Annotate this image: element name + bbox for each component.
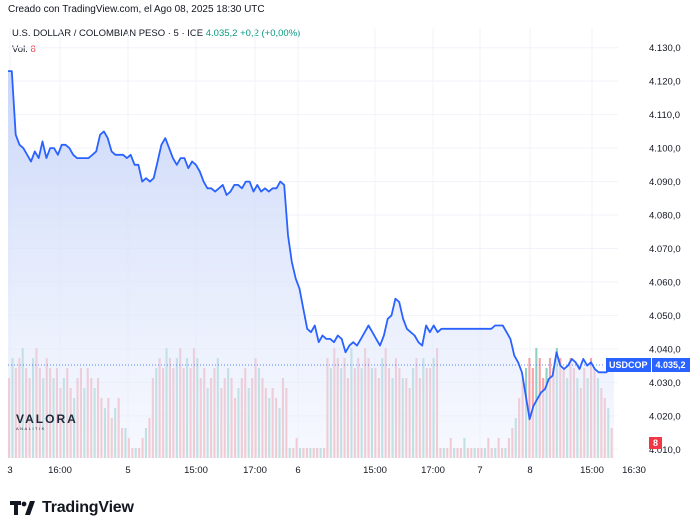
x-tick-label: 7 [477,465,482,476]
tradingview-logo-icon [10,501,35,515]
y-tick-label: 4.060,0 [649,277,681,288]
y-axis[interactable]: 4.130,0 4.120,0 4.110,0 4.100,0 4.090,0 4.080… [649,43,681,456]
x-axis[interactable]: 3 16:00 5 15:00 17:00 6 15:00 17:00 7 8 15:00 16:30 [7,465,646,476]
y-tick-label: 4.070,0 [649,244,681,255]
volume-value: 8 [30,44,36,55]
x-tick-label: 6 [295,465,300,476]
tradingview-logo[interactable]: TradingView [10,498,134,518]
volume-tag: 8 [649,437,663,449]
x-tick-label: 15:00 [184,465,208,476]
symbol-legend: U.S. DOLLAR / COLOMBIAN PESO · 5 · ICE 4… [12,28,300,39]
y-tick-label: 4.090,0 [649,177,681,188]
last-price: 4.035,2 [205,28,238,39]
price-line [8,70,615,421]
y-tick-label: 4.040,0 [649,344,681,355]
y-tick-label: 4.050,0 [649,311,681,322]
x-tick-label: 16:00 [48,465,72,476]
x-tick-label: 16:30 [622,465,646,476]
x-tick-label: 17:00 [421,465,445,476]
y-tick-label: 4.080,0 [649,211,681,222]
volume-label[interactable]: Vol. [12,44,28,55]
valora-watermark: VALORA ANALITIK [16,412,78,431]
price-tag-value: 4.035,2 [651,357,690,372]
y-tick-label: 4.120,0 [649,77,681,88]
y-tick-label: 4.020,0 [649,411,681,422]
tradingview-logo-text: TradingView [42,499,134,516]
y-tick-label: 4.030,0 [649,378,681,389]
price-tag-symbol: USDCOP [606,357,651,372]
volume-bar [528,358,531,458]
y-tick-label: 4.130,0 [649,43,681,54]
created-caption: Creado con TradingView.com, el Ago 08, 2… [8,4,265,15]
x-tick-label: 15:00 [580,465,604,476]
price-area-fill [8,71,614,458]
volume-legend: Vol. 8 [12,44,36,55]
x-tick-label: 3 [7,465,12,476]
price-change: +0,2 (+0,00%) [240,28,301,39]
price-tag: USDCOP 4.035,2 [606,357,690,372]
valora-logo-text: VALORA [16,412,78,426]
valora-logo-subtext: ANALITIK [16,426,46,431]
x-tick-label: 8 [527,465,532,476]
y-tick-label: 4.010,0 [649,445,681,456]
y-tick-label: 4.110,0 [649,110,680,121]
x-tick-label: 17:00 [243,465,267,476]
y-tick-label: 4.100,0 [649,144,681,155]
symbol-name[interactable]: U.S. DOLLAR / COLOMBIAN PESO · 5 · ICE [12,28,204,39]
x-tick-label: 5 [125,465,130,476]
x-tick-label: 15:00 [363,465,387,476]
